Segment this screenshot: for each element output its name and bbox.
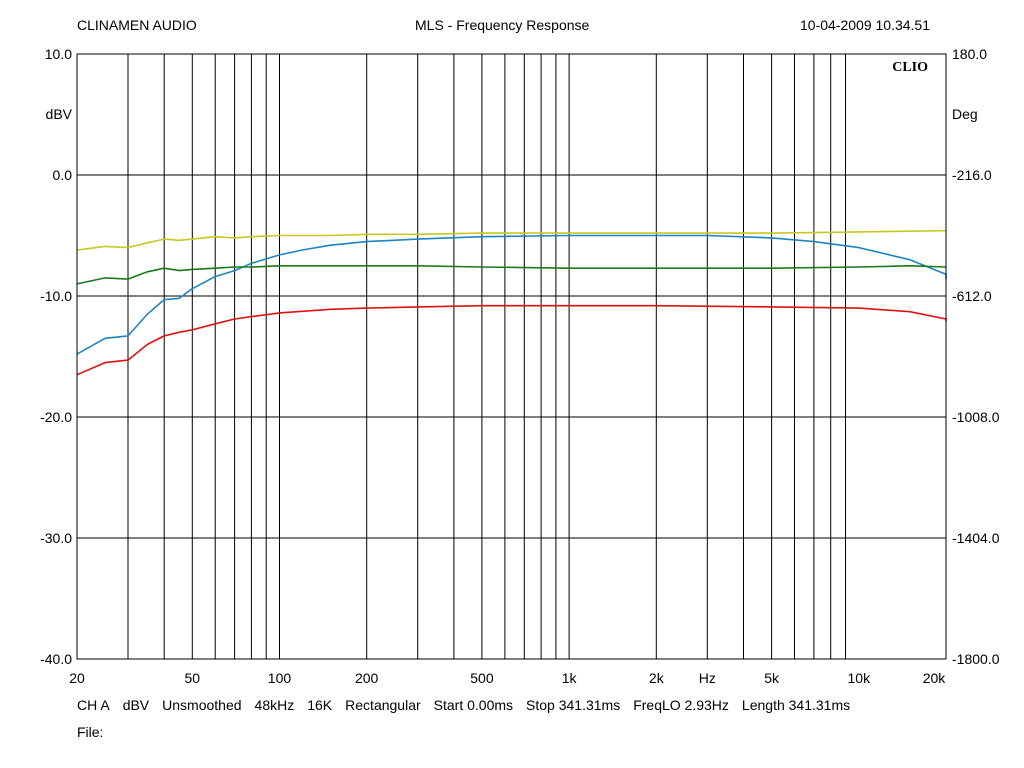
x-tick-label: 100	[268, 670, 292, 686]
series-layer	[76, 229, 947, 376]
header-timestamp: 10-04-2009 10.34.51	[800, 17, 930, 33]
y-tick-label: -40.0	[40, 651, 72, 667]
frequency-response-chart: 10.0 0.0 -10.0 -20.0 -30.0 -40.0 dBV 180.0 -216.…	[40, 46, 1000, 686]
x-tick-label: 1k	[562, 670, 578, 686]
y2-tick-label: -1404.0	[952, 530, 1000, 546]
x-tick-label: 50	[184, 670, 200, 686]
series-line-4	[76, 304, 947, 376]
plot-frame	[76, 53, 947, 660]
axis-labels: 10.0 0.0 -10.0 -20.0 -30.0 -40.0 dBV 180.0 -216.…	[40, 46, 1000, 686]
x-tick-label: 2k	[649, 670, 665, 686]
setting-window: Rectangular	[345, 697, 421, 713]
grid	[77, 53, 946, 660]
x-tick-label: 5k	[764, 670, 780, 686]
y2-axis-label: Deg	[952, 106, 978, 122]
x-tick-label: 20	[69, 670, 85, 686]
clio-badge: CLIO	[892, 60, 928, 75]
y-axis-label: dBV	[46, 106, 73, 122]
x-tick-label: 20k	[923, 670, 947, 686]
y2-tick-label: -216.0	[952, 167, 992, 183]
series-line-2	[76, 234, 947, 355]
x-tick-label: 10k	[848, 670, 872, 686]
setting-start: Start 0.00ms	[433, 697, 514, 713]
file-label: File:	[77, 724, 104, 740]
settings-bar: CH A dBV Unsmoothed 48kHz 16K Rectangular Star…	[77, 697, 863, 713]
y2-tick-label: -1008.0	[952, 409, 1000, 425]
x-tick-label: 500	[470, 670, 494, 686]
x-tick-label: Hz	[699, 670, 716, 686]
series-line-1	[76, 229, 947, 251]
y-tick-label: 0.0	[53, 167, 73, 183]
y2-tick-label: 180.0	[952, 46, 987, 62]
setting-channel: CH A	[77, 697, 110, 713]
y-tick-label: -10.0	[40, 288, 72, 304]
header-left: CLINAMEN AUDIO	[77, 17, 197, 33]
y2-tick-label: -612.0	[952, 288, 992, 304]
series-line-3	[76, 265, 947, 285]
y-tick-label: -30.0	[40, 530, 72, 546]
setting-smoothing: Unsmoothed	[162, 697, 242, 713]
x-tick-label: 200	[355, 670, 379, 686]
header-title: MLS - Frequency Response	[415, 17, 590, 33]
setting-samplerate: 48kHz	[254, 697, 295, 713]
y-tick-label: 10.0	[45, 46, 72, 62]
setting-stop: Stop 341.31ms	[526, 697, 621, 713]
y2-tick-label: -1800.0	[952, 651, 1000, 667]
y-tick-label: -20.0	[40, 409, 72, 425]
setting-size: 16K	[307, 697, 333, 713]
setting-unit: dBV	[122, 697, 150, 713]
setting-length: Length 341.31ms	[741, 697, 851, 713]
setting-freqlo: FreqLO 2.93Hz	[633, 697, 729, 713]
